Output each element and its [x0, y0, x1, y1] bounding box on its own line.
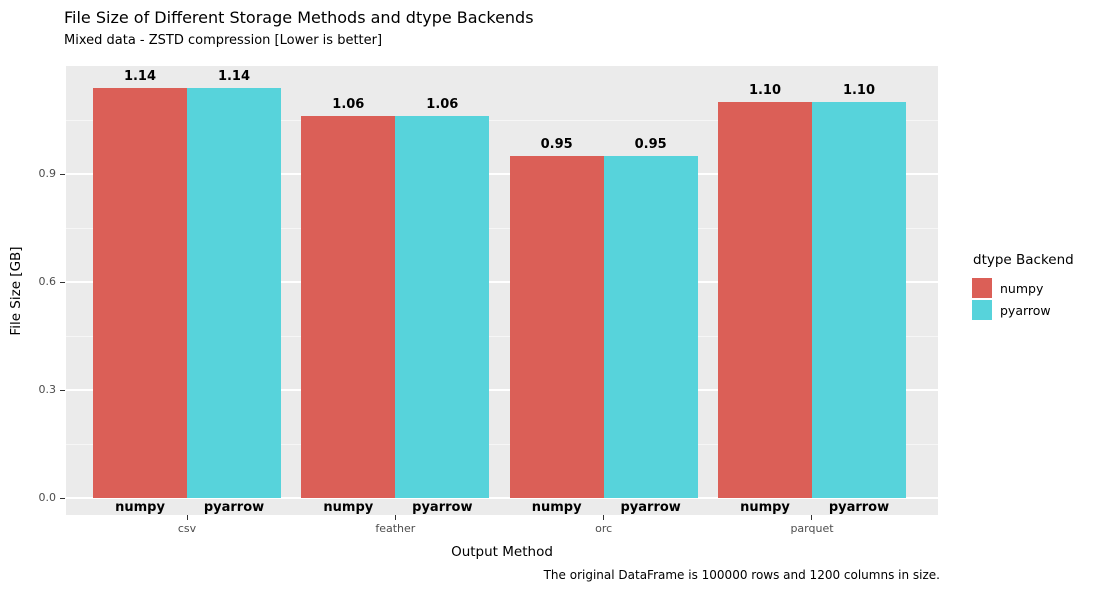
x-tick-mark	[603, 515, 605, 520]
legend-items: numpy pyarrow	[972, 278, 1074, 320]
chart-subtitle: Mixed data - ZSTD compression [Lower is …	[64, 33, 383, 48]
y-axis-title: File Size [GB]	[8, 246, 24, 336]
y-tick-mark	[60, 281, 65, 283]
bar-value-label: 1.14	[217, 68, 251, 84]
bar-orc-numpy	[509, 156, 604, 498]
gridline-major	[66, 173, 938, 175]
bar-series-label: pyarrow	[412, 500, 473, 515]
x-tick-mark	[394, 515, 396, 520]
y-tick-mark	[60, 173, 65, 175]
bar-series-label: numpy	[531, 500, 582, 515]
gridline-minor	[66, 227, 938, 229]
x-axis-title: Output Method	[451, 544, 553, 560]
legend-item-pyarrow: pyarrow	[972, 300, 1074, 320]
bar-value-label: 1.10	[748, 83, 782, 98]
gridline-minor	[66, 119, 938, 121]
gridline-minor	[66, 335, 938, 337]
gridline-major	[66, 389, 938, 391]
legend-item-label: pyarrow	[1000, 302, 1051, 318]
bar-feather-numpy	[301, 116, 396, 498]
y-tick-label: 0.6	[38, 275, 57, 288]
bar-parquet-pyarrow	[811, 102, 906, 498]
bar-series-label: pyarrow	[203, 500, 265, 515]
bar-feather-pyarrow	[395, 116, 490, 498]
caption: The original DataFrame is 100000 rows an…	[543, 568, 940, 582]
bar-value-label: 1.10	[842, 83, 876, 98]
pyarrow-color-swatch	[972, 300, 992, 320]
legend-item-numpy: numpy	[972, 278, 1074, 298]
y-tick-mark	[60, 389, 65, 391]
numpy-color-swatch	[972, 278, 992, 298]
bar-series-label: numpy	[323, 500, 374, 515]
bar-value-label: 1.14	[123, 68, 157, 84]
bar-parquet-numpy	[717, 102, 812, 498]
bar-value-label: 0.95	[540, 137, 573, 152]
plot-panel: 1.14 numpy 1.14 pyarrow 1.06 numpy 1.06 pyarrow…	[66, 66, 938, 515]
x-tick-mark	[811, 515, 813, 520]
x-tick-label: csv	[177, 522, 197, 535]
bar-value-label: 0.95	[634, 137, 667, 152]
legend-item-label: numpy	[1000, 280, 1044, 296]
bar-csv-pyarrow	[187, 87, 281, 498]
bar-orc-pyarrow	[603, 156, 698, 498]
bar-series-label: numpy	[115, 500, 165, 515]
y-tick-label: 0.3	[38, 383, 57, 396]
bar-csv-numpy	[93, 87, 187, 498]
y-tick-label: 0.0	[38, 491, 57, 504]
x-tick-label: feather	[375, 522, 416, 535]
bar-value-label: 1.06	[426, 97, 459, 113]
y-tick-mark	[60, 497, 65, 499]
bar-value-label: 1.06	[332, 97, 365, 113]
x-tick-label: parquet	[790, 522, 834, 535]
bar-series-label: pyarrow	[828, 500, 890, 515]
gridline-major	[66, 281, 938, 283]
y-tick-label: 0.9	[38, 167, 57, 180]
bar-series-label: numpy	[740, 500, 790, 515]
x-tick-mark	[186, 515, 188, 520]
gridline-major	[66, 497, 938, 499]
legend: dtype Backend numpy pyarrow	[972, 252, 1074, 322]
gridline-minor	[66, 443, 938, 445]
x-tick-label: orc	[595, 522, 613, 535]
bar-series-label: pyarrow	[620, 500, 681, 515]
legend-title: dtype Backend	[973, 252, 1074, 268]
chart-title: File Size of Different Storage Methods a…	[64, 8, 534, 27]
